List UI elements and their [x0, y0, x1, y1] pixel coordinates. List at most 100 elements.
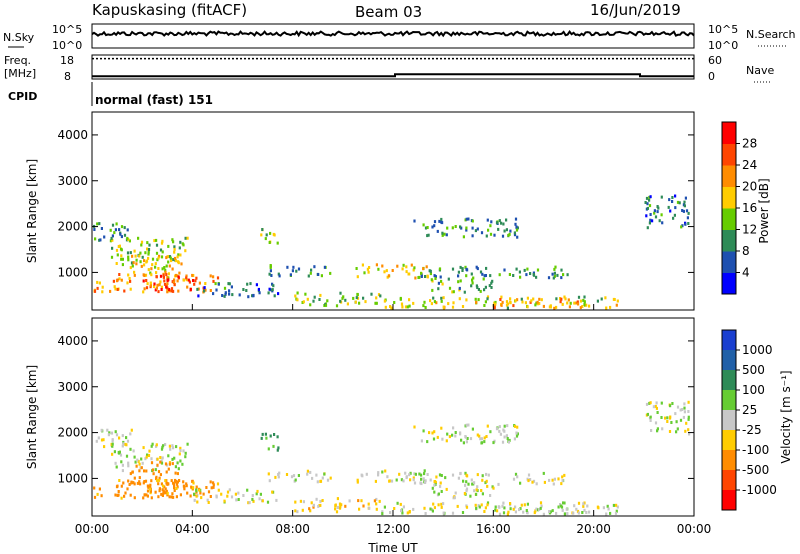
colorbar-tick-label: 16 [742, 201, 757, 215]
echo-cell [551, 509, 554, 513]
echo-cell [174, 259, 177, 263]
echo-cell [480, 437, 484, 441]
echo-cell [93, 486, 96, 490]
echo-cell [566, 273, 569, 277]
echo-cell [503, 435, 506, 439]
echo-cell [428, 431, 431, 435]
echo-cell [149, 281, 152, 285]
echo-cell [228, 282, 231, 286]
echo-cell [649, 415, 652, 419]
echo-cell [267, 291, 270, 295]
echo-cell [118, 273, 121, 276]
nave-series [92, 73, 694, 78]
echo-cell [476, 227, 479, 231]
echo-cell [497, 482, 500, 486]
echo-cell [563, 473, 566, 477]
echo-cell [419, 481, 422, 485]
echo-cell [461, 269, 464, 272]
echo-cell [172, 495, 175, 499]
echo-cell [344, 504, 347, 508]
echo-cell [413, 481, 417, 485]
echo-cell [649, 195, 652, 199]
echo-cell [166, 286, 169, 290]
echo-cell [159, 274, 163, 278]
echo-cell [143, 274, 146, 277]
echo-cell [423, 469, 426, 473]
echo-cell [247, 295, 250, 299]
station-title: Kapuskasing (fitACF) [92, 1, 247, 19]
colorbar-segment [722, 410, 736, 431]
echo-cell [151, 468, 155, 472]
echo-cell [111, 223, 115, 227]
echo-cell [146, 489, 150, 493]
colorbar-segment [722, 143, 736, 166]
echo-cell [422, 477, 425, 481]
echo-cell [377, 267, 380, 271]
echo-cell [404, 305, 408, 309]
echo-cell [176, 472, 179, 476]
echo-cell [127, 464, 130, 468]
echo-cell [488, 284, 491, 288]
echo-cell [143, 469, 146, 473]
echo-cell [309, 509, 312, 513]
echo-cell [155, 251, 159, 255]
echo-cell [126, 439, 130, 443]
echo-cell [605, 512, 608, 516]
echo-cell [389, 511, 392, 514]
echo-cell [121, 263, 124, 267]
echo-cell [471, 234, 474, 238]
echo-cell [195, 276, 198, 280]
echo-cell [127, 461, 130, 465]
echo-cell [216, 276, 220, 280]
echo-cell [505, 434, 508, 438]
echo-cell [501, 300, 504, 304]
echo-cell [111, 442, 114, 446]
range-tick-label: 2000 [57, 426, 88, 440]
echo-cell [505, 300, 509, 304]
echo-cell [274, 475, 277, 479]
echo-cell [134, 460, 137, 464]
colorbar-segment [722, 208, 736, 230]
echo-cell [154, 288, 157, 292]
echo-cell [119, 247, 123, 251]
echo-cell [249, 282, 252, 286]
echo-cell [684, 429, 687, 433]
echo-cell [539, 506, 542, 510]
echo-cell [461, 305, 465, 308]
echo-cell [355, 296, 358, 300]
echo-cell [673, 213, 676, 217]
echo-cell [426, 440, 429, 444]
echo-cell [532, 273, 536, 277]
echo-cell [151, 442, 154, 446]
echo-cell [527, 479, 530, 483]
velocity-axes: 1000 2000 3000 4000 [57, 334, 694, 485]
echo-cell [137, 236, 140, 240]
echo-cell [484, 274, 487, 277]
echo-cell [179, 493, 182, 497]
echo-cell [110, 255, 114, 259]
echo-cell [583, 302, 586, 306]
echo-cell [291, 269, 294, 273]
echo-cell [655, 401, 658, 405]
echo-cell [509, 502, 512, 505]
echo-cell [566, 512, 569, 516]
echo-cell [212, 275, 215, 279]
echo-cell [681, 224, 684, 228]
echo-cell [486, 503, 489, 507]
echo-cell [297, 474, 300, 477]
echo-cell [491, 279, 494, 283]
range-tick-label: 2000 [57, 220, 88, 234]
echo-cell [375, 263, 378, 267]
echo-cell [498, 505, 501, 509]
echo-cell [508, 273, 511, 276]
echo-cell [669, 209, 672, 213]
echo-cell [487, 473, 490, 477]
echo-cell [519, 275, 522, 279]
echo-cell [569, 301, 572, 305]
echo-cell [496, 509, 499, 513]
echo-cell [111, 452, 114, 456]
echo-cell [173, 278, 176, 282]
echo-cell [551, 272, 554, 276]
echo-cell [551, 478, 554, 482]
echo-cell [679, 408, 682, 412]
